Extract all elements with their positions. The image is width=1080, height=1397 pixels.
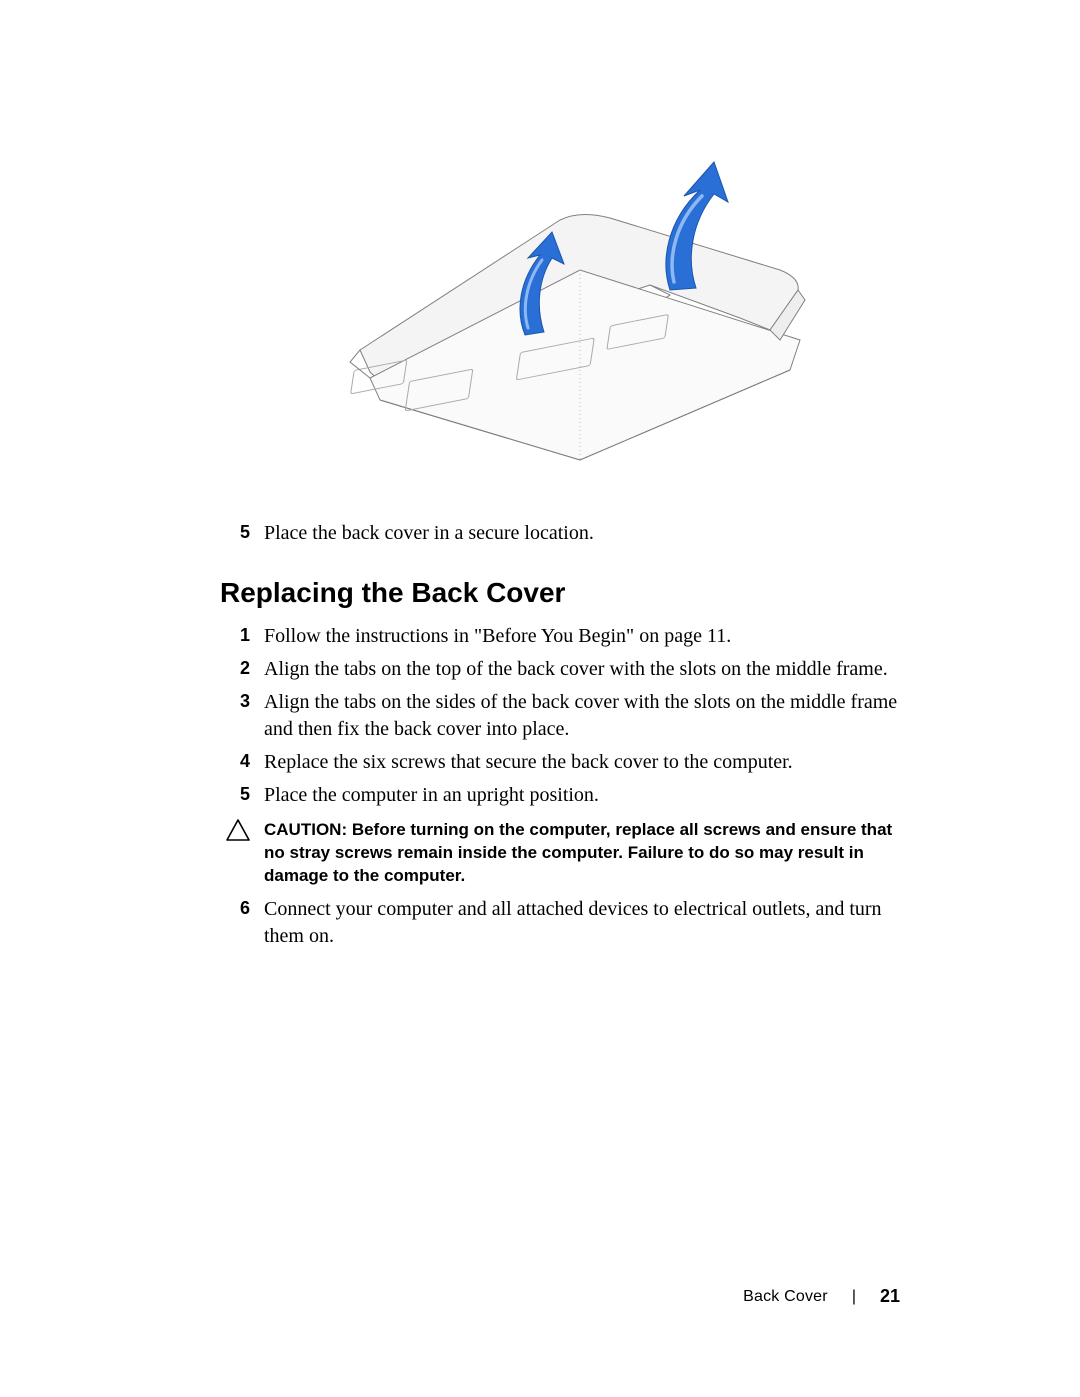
illustration-svg — [300, 140, 820, 480]
step-number: 5 — [220, 782, 250, 806]
step-number: 2 — [220, 656, 250, 680]
back-cover-illustration — [220, 140, 900, 480]
step-text: Place the computer in an upright positio… — [264, 782, 900, 809]
post-step-6: 6 Connect your computer and all attached… — [220, 896, 900, 950]
pre-step-5: 5 Place the back cover in a secure locat… — [220, 520, 900, 547]
step-text: Follow the instructions in "Before You B… — [264, 623, 900, 650]
caution-body: Before turning on the computer, replace … — [264, 820, 892, 885]
step-number: 4 — [220, 749, 250, 773]
step-number: 6 — [220, 896, 250, 920]
step-text: Replace the six screws that secure the b… — [264, 749, 900, 776]
step-4: 4 Replace the six screws that secure the… — [220, 749, 900, 776]
footer-page-number: 21 — [880, 1286, 900, 1307]
section-heading: Replacing the Back Cover — [220, 577, 900, 609]
page-footer: Back Cover | 21 — [743, 1286, 900, 1307]
caution-block: CAUTION: Before turning on the computer,… — [220, 819, 900, 888]
step-text: Connect your computer and all attached d… — [264, 896, 900, 950]
step-2: 2 Align the tabs on the top of the back … — [220, 656, 900, 683]
step-text: Align the tabs on the sides of the back … — [264, 689, 900, 743]
step-3: 3 Align the tabs on the sides of the bac… — [220, 689, 900, 743]
step-text: Align the tabs on the top of the back co… — [264, 656, 900, 683]
footer-separator: | — [852, 1288, 856, 1306]
step-1: 1 Follow the instructions in "Before You… — [220, 623, 900, 650]
caution-triangle-icon — [220, 819, 250, 841]
caution-text: CAUTION: Before turning on the computer,… — [264, 819, 900, 888]
manual-page: 5 Place the back cover in a secure locat… — [0, 0, 1080, 1397]
step-number: 3 — [220, 689, 250, 713]
step-5: 5 Place the computer in an upright posit… — [220, 782, 900, 809]
caution-label: CAUTION: — [264, 820, 352, 839]
step-number: 5 — [220, 520, 250, 544]
step-text: Place the back cover in a secure locatio… — [264, 520, 900, 547]
step-number: 1 — [220, 623, 250, 647]
footer-chapter: Back Cover — [743, 1288, 828, 1306]
